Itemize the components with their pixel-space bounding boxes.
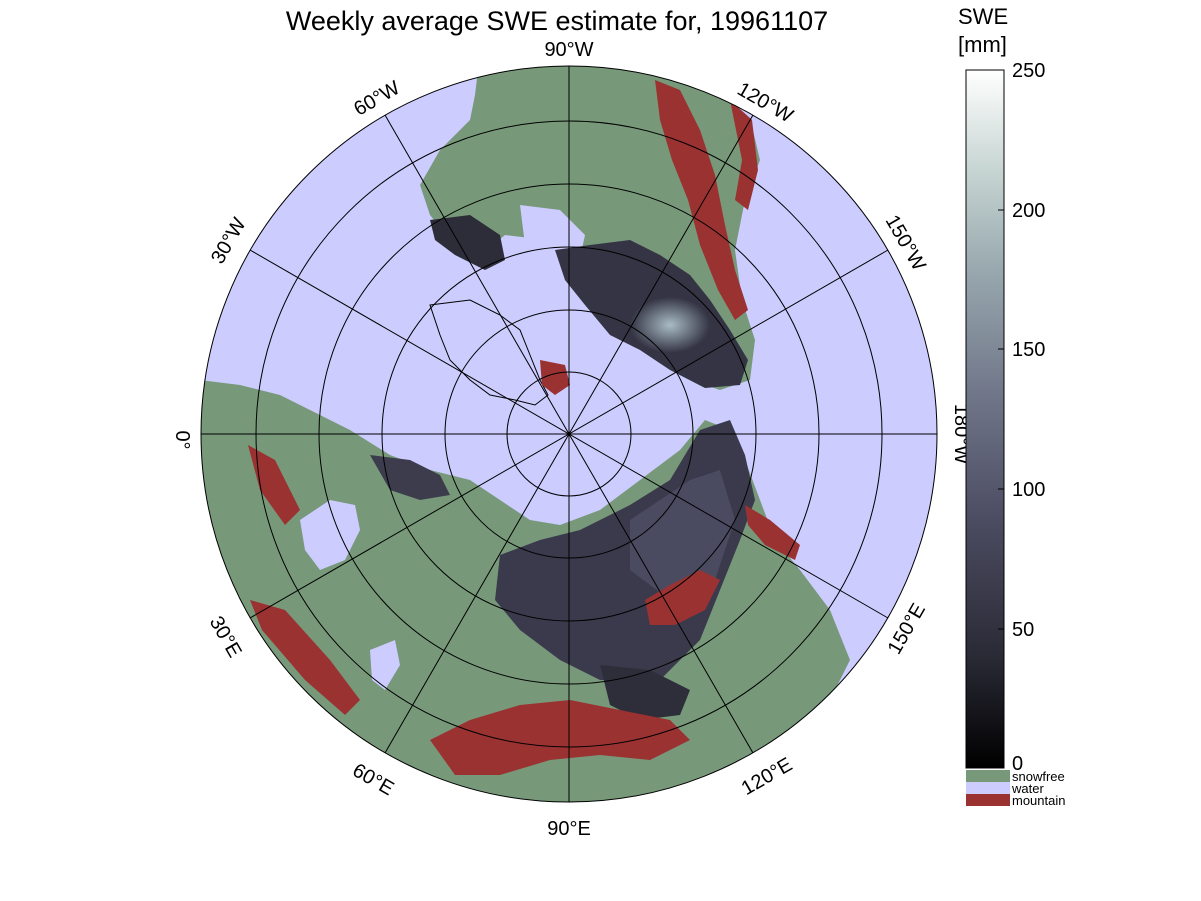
colorbar-ticks bbox=[998, 69, 1004, 769]
mountain-rockies bbox=[655, 80, 748, 320]
mountain-coast-range bbox=[730, 100, 758, 210]
colorbar-tick-250: 250 bbox=[1012, 60, 1045, 82]
legend-swatch-snowfree bbox=[966, 770, 1010, 782]
mountain-siberia bbox=[645, 570, 720, 625]
colorbar-tick-150: 150 bbox=[1012, 339, 1045, 361]
snow-cover-siberia-east bbox=[630, 470, 735, 600]
mountain-kamchatka bbox=[745, 505, 800, 560]
colorbar-title-line1: SWE bbox=[958, 4, 1008, 29]
colorbar-tick-0: 0 bbox=[1012, 753, 1023, 775]
snow-cover-central-asia bbox=[600, 665, 690, 720]
greenland-outline bbox=[429, 299, 549, 406]
lon-label-90e: 90°E bbox=[547, 818, 591, 840]
snow-cover-labrador bbox=[430, 215, 505, 270]
legend-swatch-mountain bbox=[966, 794, 1010, 806]
legend-label-snowfree: snowfree bbox=[1012, 769, 1065, 784]
colorbar-tick-200: 200 bbox=[1012, 200, 1045, 222]
mountain-alps-scandinavia bbox=[248, 445, 300, 525]
lon-label-60e: 60°E bbox=[349, 759, 398, 800]
legend-label-water: water bbox=[1011, 781, 1044, 796]
colorbar-title-line2: [mm] bbox=[958, 32, 1007, 57]
lon-label-120e: 120°E bbox=[738, 754, 796, 800]
high-swe-area bbox=[630, 297, 710, 353]
graticule bbox=[201, 66, 937, 802]
baltic-sea bbox=[300, 500, 360, 570]
mountain-himalaya bbox=[430, 700, 690, 775]
lon-label-90w: 90°W bbox=[544, 39, 593, 61]
polar-map bbox=[201, 66, 937, 802]
map-boundary bbox=[200, 65, 938, 803]
colorbar-gradient bbox=[965, 69, 1005, 769]
colorbar-tick-100: 100 bbox=[1012, 479, 1045, 501]
legend-swatch-water bbox=[966, 782, 1010, 794]
category-legend: snowfree water mountain bbox=[966, 769, 1065, 808]
lon-label-30w: 30°W bbox=[207, 214, 251, 268]
mountain-greenland-edge bbox=[540, 360, 570, 395]
colorbar: SWE [mm] 0 50 100 150 200 250 bbox=[958, 4, 1045, 775]
mountain-europe bbox=[250, 600, 360, 715]
lon-label-30e: 30°E bbox=[205, 613, 246, 662]
map-title: Weekly average SWE estimate for, 1996110… bbox=[286, 6, 828, 36]
lon-label-0: 0° bbox=[171, 430, 193, 449]
legend-label-mountain: mountain bbox=[1012, 793, 1065, 808]
caspian-sea bbox=[370, 640, 400, 690]
colorbar-tick-50: 50 bbox=[1012, 619, 1034, 641]
